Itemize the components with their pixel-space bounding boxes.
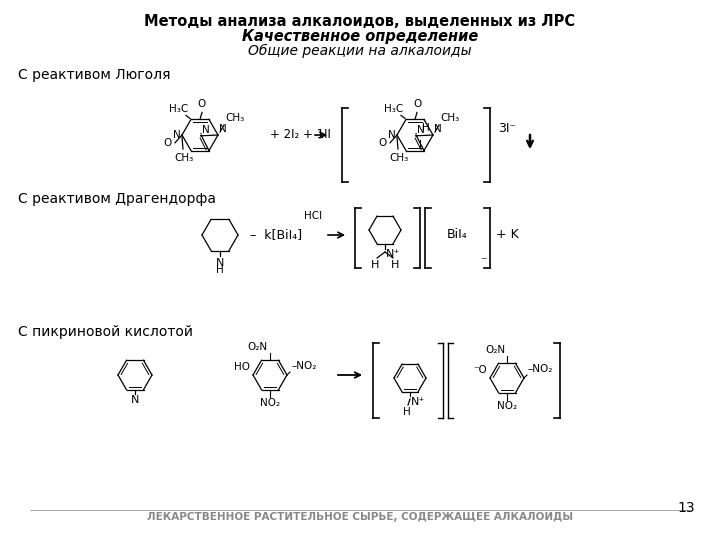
Text: Качественное определение: Качественное определение xyxy=(242,29,478,44)
Text: H: H xyxy=(422,123,430,133)
Text: O: O xyxy=(379,138,387,148)
Text: H: H xyxy=(403,407,411,417)
Text: NO₂: NO₂ xyxy=(260,398,280,408)
Text: N: N xyxy=(202,125,210,135)
Text: O: O xyxy=(163,138,172,148)
Text: N⁺: N⁺ xyxy=(386,249,400,259)
Text: O₂N: O₂N xyxy=(248,342,268,352)
Text: –NO₂: –NO₂ xyxy=(291,361,316,371)
Text: BiI₄: BiI₄ xyxy=(446,228,467,241)
Text: 13: 13 xyxy=(678,501,695,515)
Text: CH₃: CH₃ xyxy=(440,113,459,123)
Text: O: O xyxy=(198,99,206,110)
Text: N⁺: N⁺ xyxy=(411,397,426,407)
Text: CH₃: CH₃ xyxy=(174,153,194,163)
Text: CH₃: CH₃ xyxy=(390,153,409,163)
Text: N: N xyxy=(434,124,442,134)
Text: H: H xyxy=(371,260,379,270)
Text: HCl: HCl xyxy=(304,211,322,221)
Text: I: I xyxy=(419,140,422,150)
Text: N: N xyxy=(131,395,139,405)
Text: –NO₂: –NO₂ xyxy=(528,364,554,374)
Text: N: N xyxy=(388,130,396,140)
Text: С пикриновой кислотой: С пикриновой кислотой xyxy=(18,325,193,339)
Text: N: N xyxy=(417,125,425,135)
Text: –  k[BiI₄]: – k[BiI₄] xyxy=(250,228,302,241)
Text: + K: + K xyxy=(496,228,518,241)
Text: HO: HO xyxy=(234,362,250,372)
Text: С реактивом Люголя: С реактивом Люголя xyxy=(18,68,171,82)
Text: O₂N: O₂N xyxy=(485,345,505,355)
Text: Методы анализа алкалоидов, выделенных из ЛРС: Методы анализа алкалоидов, выделенных из… xyxy=(145,14,575,29)
Text: CH₃: CH₃ xyxy=(225,113,244,123)
Text: H: H xyxy=(391,260,399,270)
Text: ⁻: ⁻ xyxy=(480,255,487,268)
Text: ЛЕКАРСТВЕННОЕ РАСТИТЕЛЬНОЕ СЫРЬЕ, СОДЕРЖАЩЕЕ АЛКАЛОИДЫ: ЛЕКАРСТВЕННОЕ РАСТИТЕЛЬНОЕ СЫРЬЕ, СОДЕРЖ… xyxy=(147,512,573,522)
Text: H₃C: H₃C xyxy=(168,104,188,114)
Text: H₃C: H₃C xyxy=(384,104,403,114)
Text: 3I⁻: 3I⁻ xyxy=(498,122,516,134)
Text: Общие реакции на алкалоиды: Общие реакции на алкалоиды xyxy=(248,44,472,58)
Text: NO₂: NO₂ xyxy=(497,401,517,411)
Text: N: N xyxy=(174,130,181,140)
Text: O: O xyxy=(413,99,421,110)
Text: N: N xyxy=(219,124,227,134)
Text: + 2I₂ + 1II: + 2I₂ + 1II xyxy=(270,129,331,141)
Text: ⁻O: ⁻O xyxy=(473,365,487,375)
Text: N: N xyxy=(216,258,224,268)
Text: С реактивом Драгендорфа: С реактивом Драгендорфа xyxy=(18,192,216,206)
Text: H: H xyxy=(216,265,224,275)
